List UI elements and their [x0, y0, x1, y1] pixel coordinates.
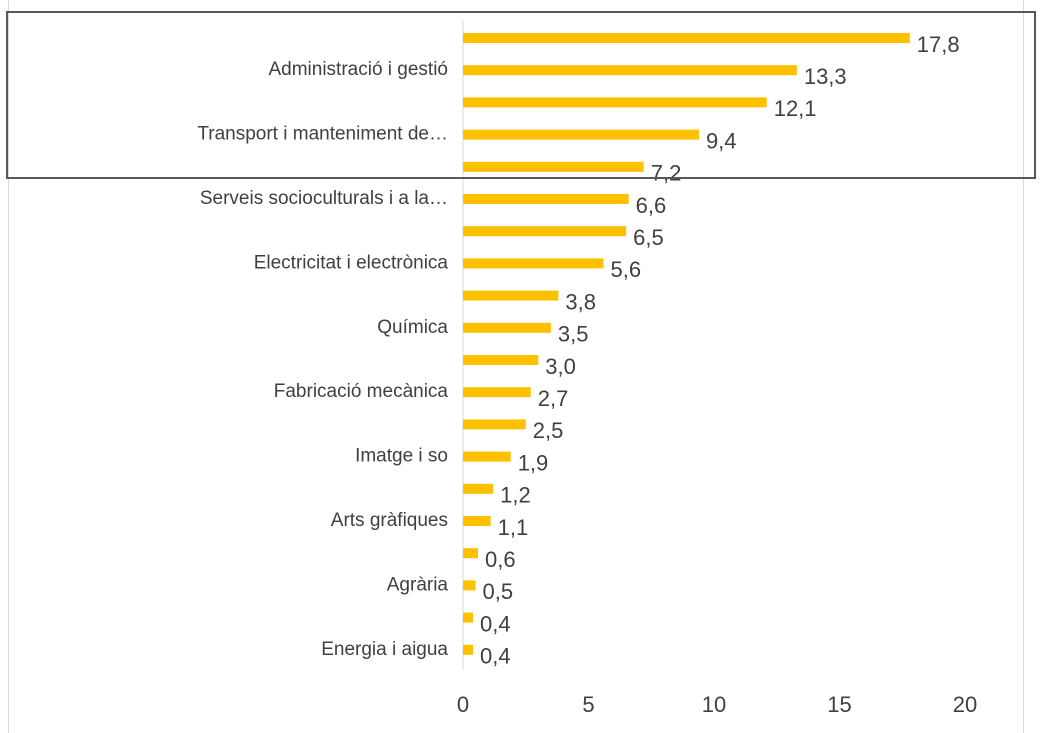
bar — [463, 548, 479, 559]
value-label: 5,6 — [611, 257, 642, 282]
value-label: 2,7 — [538, 386, 569, 411]
bar — [463, 226, 627, 237]
bar — [463, 644, 474, 655]
bar — [463, 451, 511, 462]
value-label: 0,4 — [480, 644, 511, 669]
value-label: 3,5 — [558, 322, 589, 347]
bar — [463, 33, 910, 43]
y-tick-label: Transport i manteniment de… — [197, 124, 448, 145]
y-tick-label: Administració i gestió — [268, 59, 448, 80]
bar — [463, 580, 476, 591]
y-tick-label: Química — [377, 317, 448, 338]
value-label: 13,3 — [804, 64, 847, 89]
bar — [463, 129, 699, 140]
bar — [463, 194, 629, 204]
value-label: 6,6 — [636, 193, 667, 218]
y-tick-label: Agrària — [387, 574, 449, 595]
bar — [463, 483, 494, 494]
chart-border — [8, 0, 1024, 733]
value-label: 1,1 — [498, 515, 529, 540]
y-tick-label: Imatge i so — [355, 446, 448, 467]
x-tick-label: 10 — [702, 692, 726, 717]
x-tick-label: 5 — [582, 692, 594, 717]
x-tick-label: 15 — [827, 692, 851, 717]
bar — [463, 290, 559, 301]
value-label: 3,0 — [545, 354, 576, 379]
y-tick-label: Energia i aigua — [321, 639, 448, 660]
value-label: 12,1 — [774, 96, 817, 121]
value-label: 17,8 — [917, 32, 960, 57]
bar — [463, 65, 797, 76]
value-label: 0,5 — [483, 579, 514, 604]
y-tick-label: Arts gràfiques — [331, 510, 448, 531]
bar — [463, 419, 526, 430]
bar — [463, 322, 551, 333]
y-tick-label: Electricitat i electrònica — [254, 252, 449, 273]
bar — [463, 258, 604, 269]
value-label: 7,2 — [651, 161, 682, 186]
value-label: 6,5 — [633, 225, 664, 250]
value-label: 0,6 — [485, 547, 516, 572]
value-label: 3,8 — [565, 289, 596, 314]
value-label: 0,4 — [480, 611, 511, 636]
value-label: 1,9 — [518, 450, 549, 475]
y-tick-label: Serveis socioculturals i a la… — [200, 188, 448, 209]
value-label: 9,4 — [706, 128, 737, 153]
selection-box — [6, 11, 1036, 179]
bar — [463, 612, 474, 623]
x-tick-label: 0 — [457, 692, 469, 717]
bar — [463, 516, 491, 526]
x-tick-label: 20 — [953, 692, 977, 717]
bar — [463, 387, 531, 398]
bar — [463, 355, 539, 365]
value-label: 1,2 — [500, 483, 531, 508]
y-tick-label: Fabricació mecànica — [274, 381, 449, 402]
bar — [463, 161, 644, 172]
value-label: 2,5 — [533, 418, 564, 443]
bar — [463, 97, 767, 108]
